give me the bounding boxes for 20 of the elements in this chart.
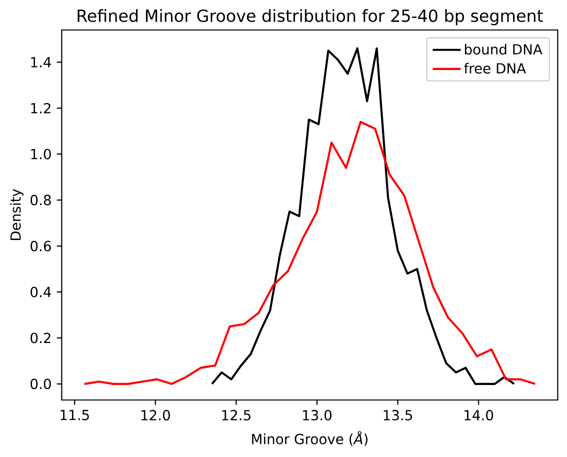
y-axis-title: Density [10,189,24,240]
y-tick-label: 0.2 [30,332,50,344]
y-tick-label: 1.2 [31,102,50,114]
legend-label: free DNA [464,62,526,74]
y-tick-label: 0.6 [30,240,51,252]
y-tick-label: 0.8 [30,194,51,206]
x-tick-label: 13.5 [384,410,412,420]
legend-label: bound DNA [464,44,542,55]
y-tick-label: 0.0 [30,378,51,390]
x-tick-label: 13.0 [303,410,332,420]
x-tick-label: 12.5 [222,410,250,420]
x-axis-title: Minor Groove (Å) [252,431,368,446]
y-tick-label: 1.4 [31,57,52,68]
x-tick-label: 11.5 [60,410,89,420]
y-tick-label: 0.4 [30,286,52,298]
x-tick-label: 14.0 [464,410,494,420]
y-tick-label: 1.0 [31,148,51,160]
line-series [83,120,536,385]
x-tick-label: 12.0 [141,410,170,420]
chart-title: Refined Minor Groove distribution for 25-40 bp segment [78,9,543,26]
